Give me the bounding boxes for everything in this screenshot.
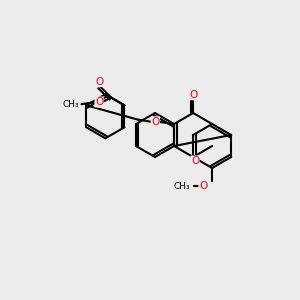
Text: CH₃: CH₃ — [63, 100, 80, 109]
Text: CH₃: CH₃ — [173, 182, 190, 191]
Text: O: O — [95, 97, 103, 107]
Text: O: O — [95, 76, 103, 87]
Text: O: O — [151, 117, 160, 127]
Text: O: O — [199, 181, 207, 191]
Text: O: O — [189, 90, 197, 100]
Text: O: O — [191, 156, 199, 166]
